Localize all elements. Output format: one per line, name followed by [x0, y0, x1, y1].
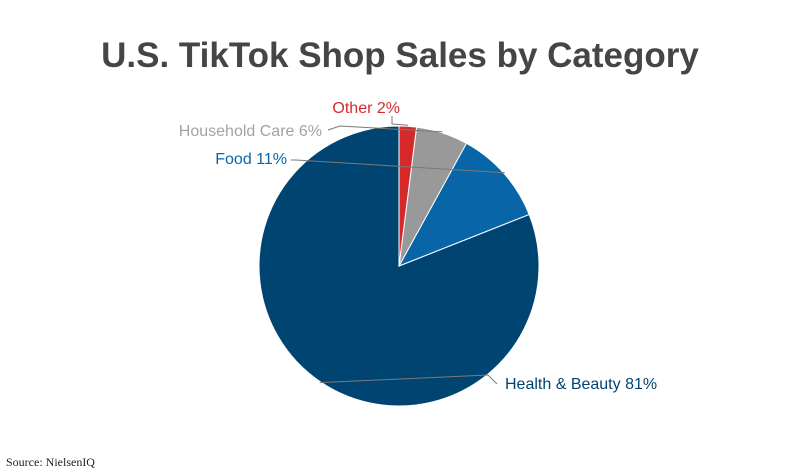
pie-slice-food	[397, 142, 530, 267]
pie-slice-other	[398, 125, 418, 267]
slice-label-health-and-beauty: Health & Beauty 81%	[505, 376, 657, 393]
leader-line-health-and-beauty	[319, 374, 498, 385]
source-note: Source: NielsenIQ	[6, 455, 95, 469]
leader-lines	[291, 116, 505, 385]
leader-line-other	[391, 116, 408, 126]
slice-label-other: Other 2%	[332, 100, 400, 117]
pie-slices	[258, 125, 540, 407]
slice-labels: Health & Beauty 81% Food 11% Household Car…	[179, 100, 657, 393]
chart-title: U.S. TikTok Shop Sales by Category	[101, 36, 699, 75]
leader-line-household-care	[327, 125, 443, 133]
slice-label-food: Food 11%	[215, 151, 287, 168]
leader-line-food	[291, 159, 505, 174]
slice-label-household-care: Household Care 6%	[179, 123, 322, 140]
